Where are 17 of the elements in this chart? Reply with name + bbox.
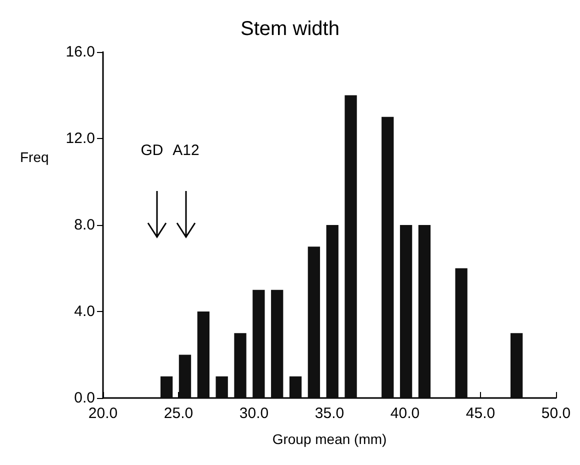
x-tick-label: 25.0 — [164, 405, 194, 422]
y-tick-label: 16.0 — [66, 44, 95, 60]
annotation: A12 — [172, 142, 200, 159]
y-tick-label: 12.0 — [66, 130, 95, 147]
x-tick-label: 50.0 — [541, 405, 571, 422]
x-tick-label: 30.0 — [239, 405, 269, 422]
x-axis-title: Group mean (mm) — [272, 431, 387, 447]
y-tick-label: 4.0 — [74, 303, 95, 320]
x-tick-label: 20.0 — [88, 405, 118, 422]
chart-title: Stem width — [240, 18, 340, 40]
annotation: GD — [140, 142, 164, 159]
y-axis-title: Freq — [20, 149, 49, 165]
x-tick-label: 40.0 — [390, 405, 420, 422]
x-tick-label: 45.0 — [466, 405, 496, 422]
y-tick-label: 0.0 — [74, 390, 95, 406]
x-tick-label: 35.0 — [314, 405, 344, 422]
y-tick-label: 8.0 — [74, 216, 95, 234]
